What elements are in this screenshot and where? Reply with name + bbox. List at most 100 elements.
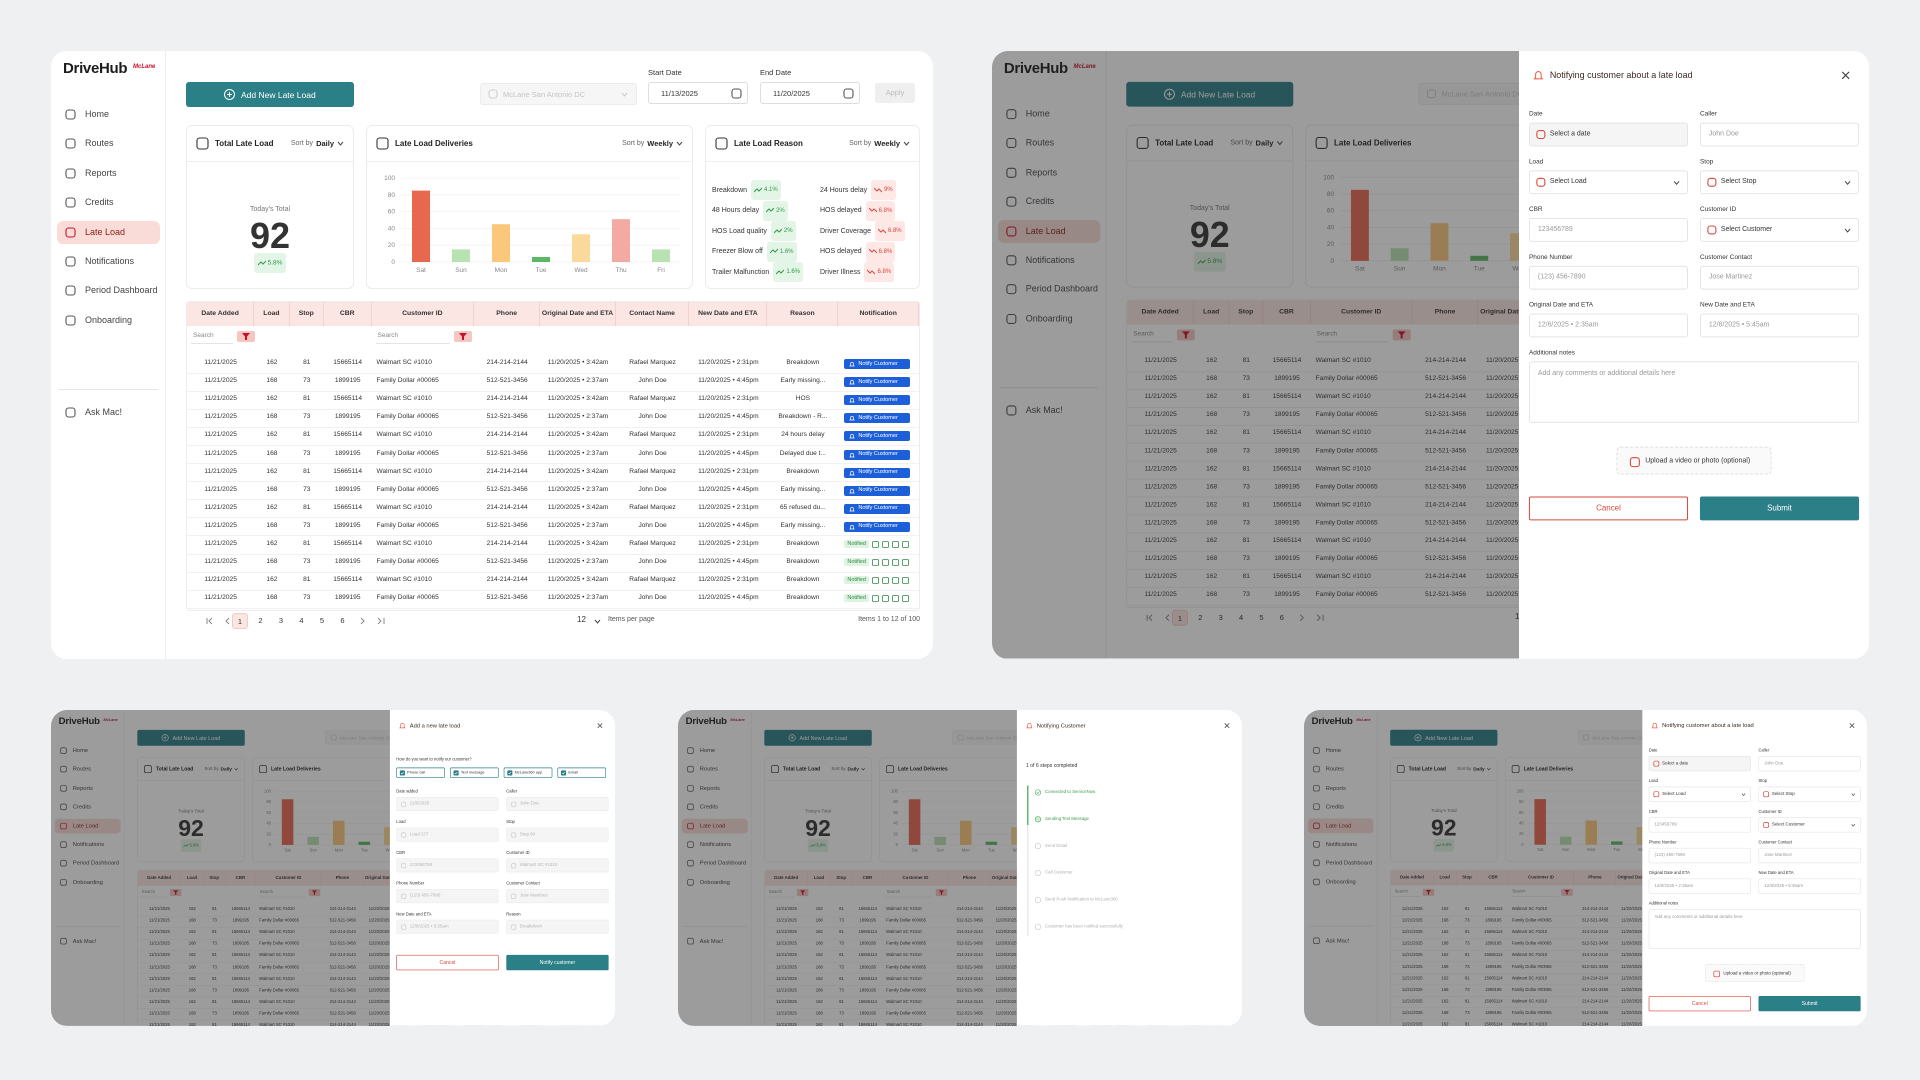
add-late-load-button[interactable]: Add New Late Load xyxy=(137,729,245,746)
filter-button[interactable] xyxy=(1392,329,1411,341)
ask-mac[interactable]: Ask Mac! xyxy=(57,401,160,424)
channel-option[interactable]: Text message xyxy=(450,767,499,778)
nav-item[interactable]: Onboarding xyxy=(682,875,748,890)
page-button[interactable]: 5 xyxy=(1259,612,1264,622)
field-input[interactable]: John Doe xyxy=(1758,755,1861,772)
search-input[interactable]: Search xyxy=(140,888,168,898)
upload-button[interactable]: Upload a video or photo (optional) xyxy=(1704,964,1805,982)
field-input[interactable]: John Doe xyxy=(506,796,609,812)
nav-item[interactable]: Late Load xyxy=(1307,818,1374,833)
filter-button[interactable] xyxy=(453,331,472,342)
ask-mac[interactable]: Ask Mac! xyxy=(55,934,121,949)
field-input[interactable]: Stop 90 xyxy=(506,827,609,842)
search-input[interactable]: Search xyxy=(1393,888,1421,898)
nav-item[interactable]: Routes xyxy=(55,762,121,777)
close-button[interactable] xyxy=(597,723,603,729)
nav-item[interactable]: Late Load xyxy=(997,219,1101,243)
per-page-select[interactable]: 12 xyxy=(577,615,586,624)
nav-item[interactable]: Routes xyxy=(998,132,1100,155)
page-button[interactable]: 1 xyxy=(1171,609,1188,626)
add-late-load-button[interactable]: Add New Late Load xyxy=(1390,729,1498,746)
field-input[interactable]: 12/6/2025 • 2:35am xyxy=(1648,878,1751,894)
nav-item[interactable]: Credits xyxy=(57,191,160,214)
last-page[interactable] xyxy=(377,617,385,625)
field-input[interactable]: Jose Martinez xyxy=(506,889,609,904)
nav-item[interactable]: Home xyxy=(1308,743,1374,758)
channel-option[interactable]: McLane360 app xyxy=(503,767,553,778)
upload-button[interactable]: Upload a video or photo (optional) xyxy=(1616,446,1772,475)
nav-item[interactable]: Period Dashboard xyxy=(1308,856,1374,871)
notify-customer-button[interactable]: Notify Customer xyxy=(844,359,911,369)
page-button[interactable]: 3 xyxy=(1218,612,1223,622)
filter-button[interactable] xyxy=(796,889,809,897)
search-input[interactable]: Search xyxy=(885,888,933,898)
filter-button[interactable] xyxy=(1422,888,1435,896)
cancel-button[interactable]: Cancel xyxy=(1528,496,1689,521)
nav-item[interactable]: Reports xyxy=(998,161,1100,184)
page-button[interactable]: 3 xyxy=(278,616,284,625)
page-button[interactable]: 2 xyxy=(258,616,263,625)
nav-item[interactable]: Late Load xyxy=(57,220,160,244)
close-button[interactable] xyxy=(1224,723,1230,729)
notify-customer-button[interactable]: Notify Customer xyxy=(844,449,911,460)
close-button[interactable] xyxy=(1849,723,1855,729)
filter-button[interactable] xyxy=(308,889,320,897)
nav-item[interactable]: Routes xyxy=(682,762,748,777)
add-late-load-button[interactable]: Add New Late Load xyxy=(186,82,354,107)
search-input[interactable]: Search xyxy=(1131,328,1173,343)
close-button[interactable] xyxy=(1841,71,1850,80)
nav-item[interactable]: Routes xyxy=(57,132,160,155)
filter-button[interactable] xyxy=(935,889,947,897)
nav-item[interactable]: Notifications xyxy=(682,837,748,852)
field-input[interactable]: 123456789 xyxy=(396,858,499,873)
notify-customer-button[interactable]: Notify Customer xyxy=(844,413,911,424)
cancel-button[interactable]: Cancel xyxy=(396,954,499,971)
notes-input[interactable]: Add any comments or additional details h… xyxy=(1528,361,1860,423)
nav-item[interactable]: Period Dashboard xyxy=(55,856,121,871)
field-input[interactable]: Select Customer xyxy=(1699,218,1860,242)
nav-item[interactable]: Onboarding xyxy=(57,309,160,332)
notify-customer-button[interactable]: Notify Customer xyxy=(844,521,911,532)
sort-control[interactable]: Sort by Daily xyxy=(291,139,344,148)
nav-item[interactable]: Reports xyxy=(1308,781,1374,796)
channel-option[interactable]: Phone call xyxy=(396,767,445,778)
prev-page[interactable] xyxy=(224,617,232,625)
nav-item[interactable]: Notifications xyxy=(1308,837,1374,852)
field-input[interactable]: Jose Martinez xyxy=(1699,265,1860,290)
nav-item[interactable]: Onboarding xyxy=(1308,875,1374,890)
field-input[interactable]: Select a date xyxy=(1528,122,1689,147)
nav-item[interactable]: Period Dashboard xyxy=(57,279,160,302)
nav-item[interactable]: Credits xyxy=(1308,799,1374,814)
notify-customer-button[interactable]: Notify Customer xyxy=(844,467,911,478)
submit-button[interactable]: Notify customer xyxy=(506,954,609,971)
field-input[interactable]: Walmart SC #1010 xyxy=(506,858,609,873)
field-input[interactable]: Select a date xyxy=(1648,755,1751,772)
field-input[interactable]: Select Stop xyxy=(1758,786,1861,802)
search-input[interactable]: Search xyxy=(191,330,233,344)
location-select[interactable]: McLane San Antonio DC xyxy=(480,83,637,105)
ask-mac[interactable]: Ask Mac! xyxy=(682,934,748,949)
sort-control[interactable]: Sort by Daily xyxy=(831,766,865,772)
nav-item[interactable]: Late Load xyxy=(681,818,748,834)
nav-item[interactable]: Credits xyxy=(55,800,121,815)
field-input[interactable]: Jose Martinez xyxy=(1758,847,1861,864)
next-page[interactable] xyxy=(359,617,367,625)
search-input[interactable]: Search xyxy=(258,888,306,898)
sort-control[interactable]: Sort by Daily xyxy=(1457,766,1491,772)
first-page[interactable] xyxy=(206,617,214,625)
field-input[interactable]: Select Load xyxy=(1528,170,1689,195)
last-page[interactable] xyxy=(1316,614,1324,622)
nav-item[interactable]: Onboarding xyxy=(998,307,1100,330)
nav-item[interactable]: Notifications xyxy=(57,250,160,273)
page-button[interactable]: 2 xyxy=(1198,612,1203,622)
field-input[interactable]: 12/8/2025 • 5:45am xyxy=(1758,878,1861,894)
nav-item[interactable]: Reports xyxy=(682,781,748,796)
field-input[interactable]: Select Customer xyxy=(1758,817,1861,833)
filter-button[interactable] xyxy=(169,889,182,897)
search-input[interactable]: Search xyxy=(767,888,795,898)
search-input[interactable]: Search xyxy=(1314,328,1389,343)
filter-button[interactable] xyxy=(1560,888,1573,896)
field-input[interactable]: 11/6/2025 xyxy=(396,796,499,812)
notify-customer-button[interactable]: Notify Customer xyxy=(844,431,911,442)
nav-item[interactable]: Onboarding xyxy=(55,875,121,890)
